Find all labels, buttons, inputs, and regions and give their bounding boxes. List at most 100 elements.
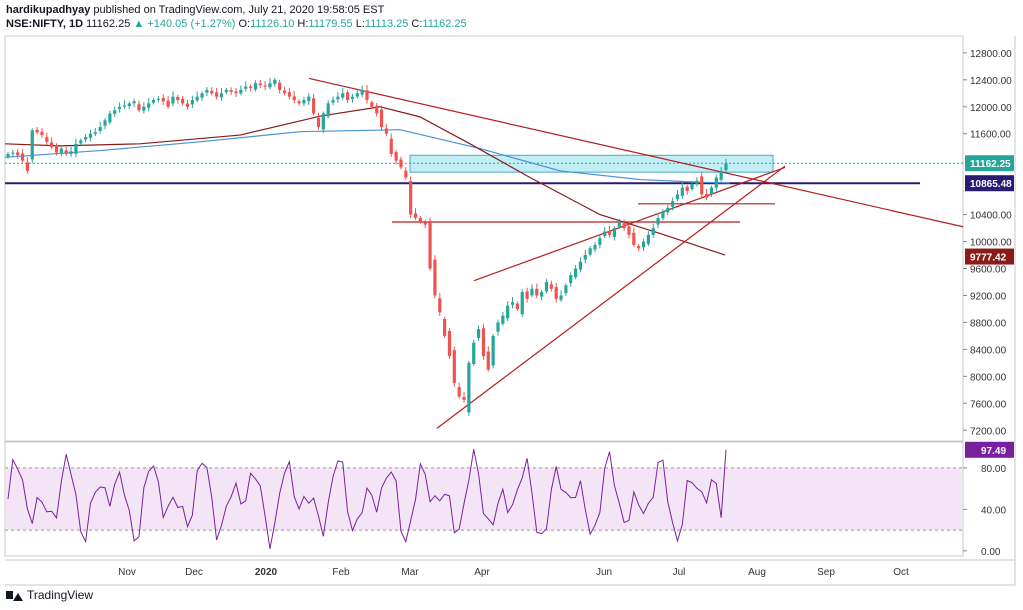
candle-body (195, 96, 199, 101)
candle-body (151, 100, 156, 103)
candle-body (384, 128, 389, 134)
candle-body (496, 322, 500, 332)
price-change: +140.05 (+1.27%) (147, 18, 236, 30)
month-label: Oct (893, 567, 909, 578)
month-label: Mar (401, 567, 419, 578)
candle-body (554, 287, 558, 299)
candle-body (292, 96, 296, 101)
open-value: 11126.10 (250, 18, 295, 30)
candle-body (355, 93, 359, 97)
candle-body (258, 83, 262, 86)
candle-body (229, 90, 233, 92)
candle-body (79, 140, 83, 144)
candle-body (166, 100, 170, 107)
up-arrow-icon: ▲ (133, 18, 145, 30)
candle-body (671, 201, 675, 207)
candle-body (637, 245, 641, 249)
month-label: Jun (596, 567, 612, 578)
candle-body (350, 96, 355, 99)
author-name[interactable]: hardikupadhyay (6, 4, 91, 16)
candle-body (724, 163, 728, 171)
candle-body (447, 331, 452, 357)
candle-body (20, 153, 25, 161)
tradingview-logo-icon (6, 589, 23, 601)
candle-body (472, 342, 476, 365)
candle-body (583, 255, 587, 260)
candle-body (176, 96, 180, 101)
symbol-label[interactable]: NSE:NIFTY, 1D (6, 18, 84, 30)
candle-body (520, 292, 524, 315)
candle-body (88, 133, 93, 138)
candle-body (113, 110, 117, 114)
candle-body (273, 79, 277, 84)
candle-body (132, 101, 136, 104)
candle-body (370, 102, 374, 107)
ascending-support-trendline (436, 165, 786, 429)
price-tick-label: 9600.00 (970, 265, 1007, 276)
candle-body (544, 281, 549, 292)
candle-body (11, 152, 15, 154)
month-label: Apr (474, 567, 490, 578)
high-label: H: (297, 18, 309, 30)
candle-body (622, 223, 626, 229)
candle-body (156, 98, 160, 100)
price-tick-label: 8800.00 (970, 318, 1007, 329)
candle-body (675, 194, 680, 200)
candle-body (462, 397, 466, 400)
candle-body (603, 231, 607, 236)
open-label: O: (238, 18, 251, 30)
candle-body (530, 288, 534, 296)
candle-body (30, 130, 34, 160)
candle-body (147, 103, 151, 108)
candle-body (593, 244, 597, 250)
candle-body (501, 315, 505, 324)
candle-body (253, 83, 258, 90)
candle-body (282, 90, 287, 94)
candle-body (598, 238, 602, 245)
candle-body (569, 275, 573, 284)
brand-name: TradingView (27, 588, 94, 602)
candle-body (709, 187, 714, 195)
price-tick-label: 8400.00 (970, 345, 1007, 356)
candle-body (287, 92, 291, 97)
month-label: Aug (748, 567, 766, 578)
candle-body (142, 106, 146, 111)
candle-body (316, 117, 321, 127)
candle-body (481, 328, 486, 357)
candle-body (210, 90, 214, 94)
price-tick-label: 8000.00 (970, 372, 1007, 383)
ascending-channel-trendline (473, 166, 786, 282)
candle-body (331, 100, 335, 103)
candle-body (476, 329, 481, 338)
candle-body (389, 138, 393, 154)
candle-body (443, 318, 447, 336)
candle-body (6, 153, 10, 157)
candle-body (297, 101, 301, 104)
rsi-last-label-text: 97.49 (981, 446, 1006, 457)
price-tick-label: 10000.00 (970, 238, 1012, 249)
month-label: Dec (185, 567, 203, 578)
month-label: Feb (332, 567, 350, 578)
candle-body (467, 362, 471, 413)
candle-body (244, 86, 248, 89)
candle-body (69, 151, 73, 155)
candle-body (641, 241, 646, 248)
candle-body (127, 103, 131, 107)
last-price: 11162.25 (86, 18, 131, 30)
candle-body (59, 148, 63, 153)
price-tick-label: 12800.00 (970, 49, 1012, 60)
candle-body (457, 387, 461, 397)
candle-body (84, 137, 88, 140)
candle-body (312, 98, 316, 114)
candle-body (564, 285, 568, 294)
price-label-box (965, 248, 1014, 265)
candle-body (161, 97, 165, 102)
footer-brand: TradingView (6, 588, 93, 602)
candle-body (268, 83, 272, 88)
candle-body (409, 181, 413, 215)
close-value: 11162.25 (422, 18, 467, 30)
candle-body (627, 226, 631, 235)
candle-body (656, 217, 660, 225)
candle-body (574, 268, 578, 278)
